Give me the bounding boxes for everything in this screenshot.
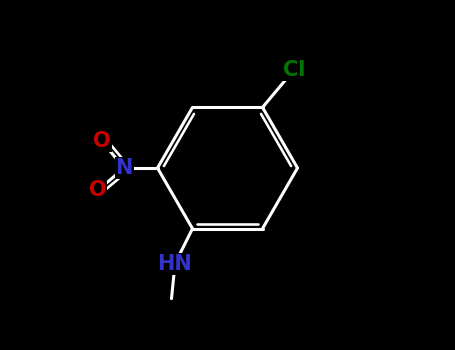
Text: O: O [93, 131, 111, 151]
Text: HN: HN [157, 254, 192, 274]
Text: Cl: Cl [283, 60, 305, 80]
Text: O: O [89, 181, 106, 201]
Text: N: N [116, 158, 133, 178]
